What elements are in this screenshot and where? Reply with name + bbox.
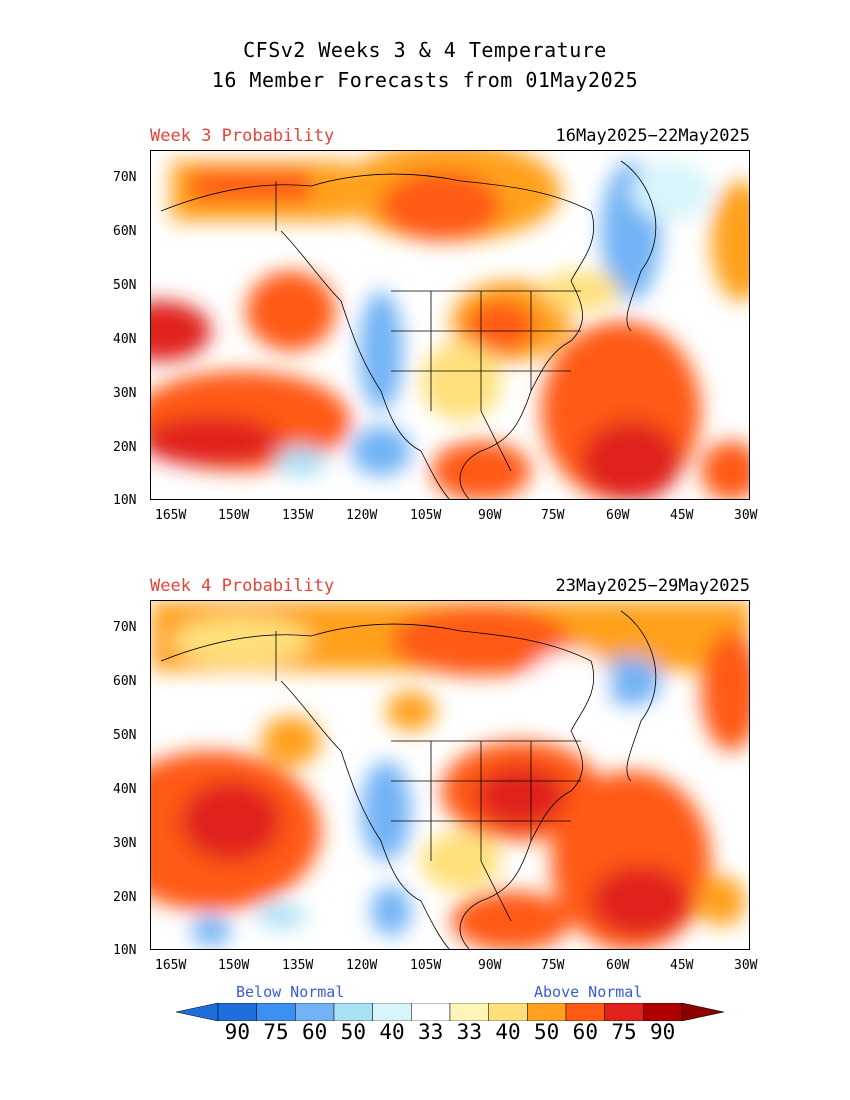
legend-swatch xyxy=(256,1003,296,1021)
p1-lon-165: 165W xyxy=(155,508,187,523)
legend-swatch xyxy=(643,1003,683,1021)
p2-lat-30: 30N xyxy=(113,836,137,851)
legend-below-label: Below Normal xyxy=(236,983,345,1001)
week3-map-svg xyxy=(151,151,749,499)
p2-lon-105: 105W xyxy=(410,958,442,973)
legend-value: 75 xyxy=(263,1020,289,1044)
legend-value: 50 xyxy=(340,1020,366,1044)
legend-value: 60 xyxy=(572,1020,598,1044)
chart-title-line2: 16 Member Forecasts from 01May2025 xyxy=(211,68,639,92)
p2-lon-135: 135W xyxy=(282,958,314,973)
legend-swatch xyxy=(333,1003,373,1021)
p2-lon-165: 165W xyxy=(155,958,187,973)
p1-lat-30: 30N xyxy=(113,386,137,401)
p2-lat-10: 10N xyxy=(113,943,137,958)
legend-swatch xyxy=(604,1003,644,1021)
p1-lon-150: 150W xyxy=(218,508,250,523)
panel1-dates: 16May2025−22May2025 xyxy=(555,126,750,146)
week4-map xyxy=(150,600,750,950)
legend-swatch xyxy=(295,1003,335,1021)
legend-arrow-left xyxy=(176,1003,219,1021)
legend-value: 33 xyxy=(418,1020,444,1044)
p1-lon-75: 75W xyxy=(541,508,565,523)
legend-swatch xyxy=(527,1003,567,1021)
legend-value: 40 xyxy=(495,1020,521,1044)
legend-swatch xyxy=(411,1003,451,1021)
p2-lat-20: 20N xyxy=(113,890,137,905)
p1-lon-135: 135W xyxy=(282,508,314,523)
p1-lat-10: 10N xyxy=(113,493,137,508)
p1-lat-70: 70N xyxy=(113,170,137,185)
p1-lat-20: 20N xyxy=(113,440,137,455)
panel1-label: Week 3 Probability xyxy=(150,126,335,146)
p1-lat-60: 60N xyxy=(113,224,137,239)
panel2-label: Week 4 Probability xyxy=(150,576,335,596)
legend-value: 90 xyxy=(650,1020,676,1044)
legend-swatch xyxy=(217,1003,257,1021)
p2-lon-30: 30W xyxy=(734,958,758,973)
p2-lat-60: 60N xyxy=(113,674,137,689)
legend-value: 60 xyxy=(302,1020,328,1044)
week3-map xyxy=(150,150,750,500)
panel2-dates: 23May2025−29May2025 xyxy=(555,576,750,596)
p1-lon-30: 30W xyxy=(734,508,758,523)
p2-lon-90: 90W xyxy=(478,958,502,973)
legend-above-label: Above Normal xyxy=(534,983,643,1001)
coastlines xyxy=(160,160,657,499)
p1-lat-50: 50N xyxy=(113,278,137,293)
p2-lat-50: 50N xyxy=(113,728,137,743)
legend-value: 75 xyxy=(611,1020,637,1044)
week4-map-svg xyxy=(151,601,749,949)
p2-lon-120: 120W xyxy=(346,958,378,973)
p2-lon-45: 45W xyxy=(670,958,694,973)
p2-lat-70: 70N xyxy=(113,620,137,635)
p1-lon-45: 45W xyxy=(670,508,694,523)
p2-lon-60: 60W xyxy=(606,958,630,973)
p2-lon-75: 75W xyxy=(541,958,565,973)
legend-value: 50 xyxy=(534,1020,560,1044)
chart-title-line1: CFSv2 Weeks 3 & 4 Temperature xyxy=(243,38,607,62)
legend-value: 90 xyxy=(224,1020,250,1044)
p2-lat-40: 40N xyxy=(113,782,137,797)
p1-lat-40: 40N xyxy=(113,332,137,347)
legend-value: 40 xyxy=(379,1020,405,1044)
legend-arrow-right xyxy=(681,1003,724,1021)
legend-swatch xyxy=(565,1003,605,1021)
legend-colorbar xyxy=(176,1003,724,1021)
legend-swatch xyxy=(488,1003,528,1021)
p1-lon-120: 120W xyxy=(346,508,378,523)
legend-value: 33 xyxy=(456,1020,482,1044)
p2-lon-150: 150W xyxy=(218,958,250,973)
week3-shading xyxy=(151,151,749,499)
week4-shading xyxy=(151,601,749,949)
p1-lon-60: 60W xyxy=(606,508,630,523)
p1-lon-105: 105W xyxy=(410,508,442,523)
legend-swatch xyxy=(449,1003,489,1021)
p1-lon-90: 90W xyxy=(478,508,502,523)
coastlines xyxy=(160,610,657,949)
legend-swatch xyxy=(372,1003,412,1021)
